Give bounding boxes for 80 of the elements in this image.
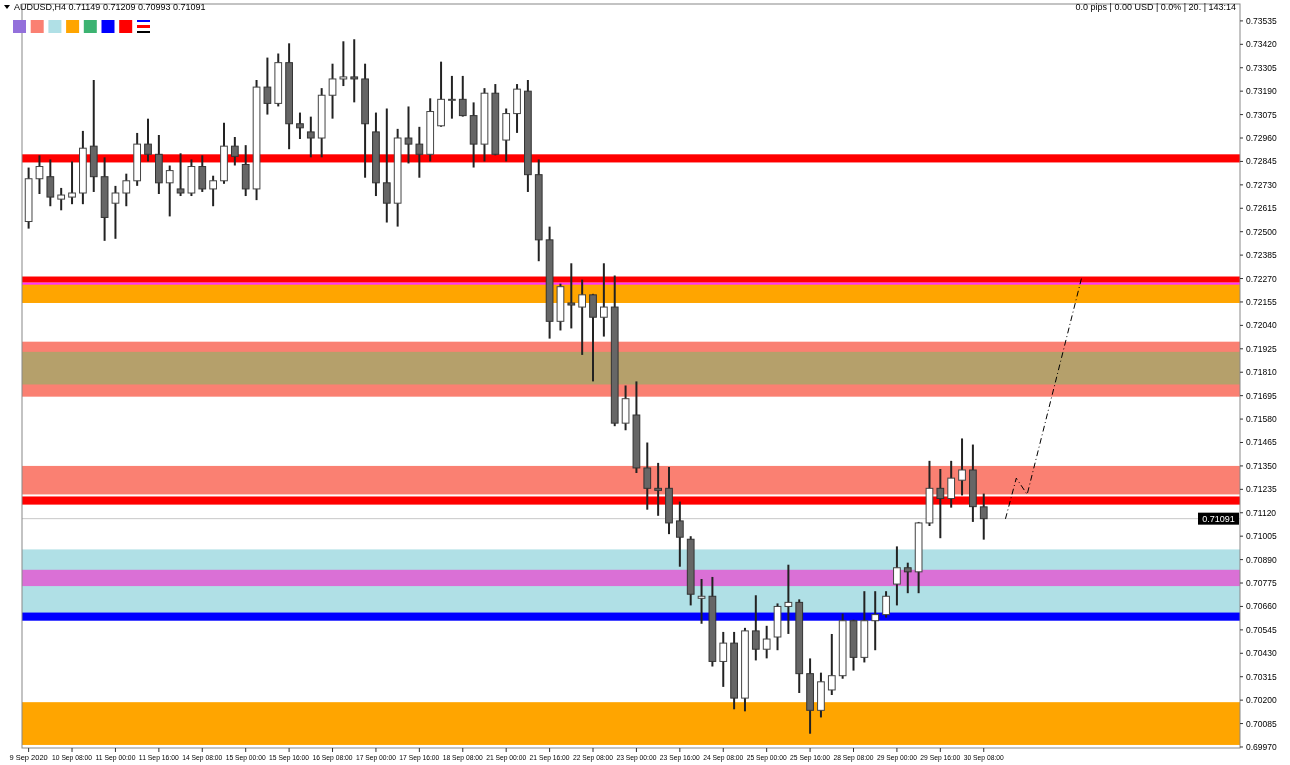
- y-tick-label: 0.72270: [1246, 273, 1277, 284]
- candlestick: [958, 438, 966, 496]
- chart-title: AUDUSD,H4 0.71149 0.71209 0.70993 0.71091: [14, 2, 206, 12]
- candlestick: [903, 562, 912, 594]
- candlestick: [35, 155, 44, 194]
- candlestick: [979, 493, 988, 540]
- candlestick: [871, 591, 880, 651]
- candlestick: [209, 175, 217, 207]
- y-tick-label: 0.71120: [1246, 507, 1277, 518]
- y-tick-label: 0.70315: [1246, 671, 1277, 682]
- candlestick: [306, 116, 315, 158]
- candlestick: [643, 442, 652, 510]
- y-tick-label: 0.71580: [1246, 414, 1277, 425]
- y-tick-label: 0.73535: [1246, 15, 1277, 26]
- y-tick-label: 0.72500: [1246, 226, 1277, 237]
- y-tick-label: 0.71925: [1246, 343, 1277, 354]
- y-tick-label: 0.72155: [1246, 296, 1277, 307]
- candlestick: [589, 293, 597, 382]
- candlestick: [578, 279, 587, 355]
- y-tick-label: 0.70545: [1246, 624, 1277, 635]
- y-tick-label: 0.70200: [1246, 695, 1277, 706]
- candlestick: [415, 126, 424, 178]
- y-tick-label: 0.72385: [1246, 250, 1277, 261]
- candlestick: [697, 578, 706, 624]
- candlestick: [654, 462, 662, 516]
- y-tick-label: 0.71235: [1246, 484, 1277, 495]
- y-tick-label: 0.70430: [1246, 648, 1277, 659]
- y-tick-label: 0.70660: [1246, 601, 1277, 612]
- y-tick-label: 0.70085: [1246, 718, 1277, 729]
- candlestick: [751, 595, 760, 661]
- candlestick: [882, 591, 890, 618]
- y-tick-label: 0.73305: [1246, 62, 1277, 73]
- candlestick: [719, 631, 728, 687]
- candlestick: [784, 564, 793, 634]
- candlestick: [144, 118, 152, 162]
- candlestick: [263, 57, 272, 115]
- candlestick: [947, 460, 956, 508]
- y-tick-label: 0.71810: [1246, 367, 1277, 378]
- candlestick: [68, 161, 76, 205]
- candlestick: [296, 112, 304, 140]
- y-tick-label: 0.72960: [1246, 132, 1277, 143]
- y-tick-label: 0.73420: [1246, 39, 1277, 50]
- annotation: 0.0 pips | 0.00 USD | 0.0% | 20. | 143:14: [1075, 2, 1236, 12]
- candlestick: [893, 546, 901, 606]
- candlestick: [328, 63, 337, 119]
- candlestick: [448, 75, 456, 119]
- candlestick: [827, 633, 836, 696]
- y-tick-label: 0.70775: [1246, 578, 1277, 588]
- y-tick-label: 0.71005: [1246, 531, 1277, 542]
- candlestick: [176, 153, 185, 197]
- y-tick-label: 0.73075: [1246, 109, 1277, 120]
- line-series: [1004, 278, 1082, 520]
- candlestick: [350, 39, 359, 103]
- candlestick: [230, 137, 239, 166]
- candlestick: [339, 41, 348, 87]
- candlestick: [567, 263, 576, 329]
- y-tick-label: 0.72730: [1246, 179, 1277, 190]
- candlestick: [57, 187, 66, 211]
- candlestick: [111, 185, 120, 239]
- candlestick: [198, 155, 207, 192]
- y-tick-label: 0.71695: [1246, 390, 1277, 401]
- candlestick: [404, 106, 413, 164]
- y-tick-label: 0.71465: [1246, 437, 1277, 448]
- candlestick: [382, 108, 391, 223]
- ref-line-label: 0.71091: [1202, 513, 1235, 524]
- y-tick-label: 0.69970: [1246, 741, 1277, 752]
- candlestick: [762, 625, 771, 659]
- candlestick: [122, 173, 131, 207]
- y-tick-label: 0.72040: [1246, 320, 1277, 331]
- y-tick-label: 0.70890: [1246, 554, 1277, 565]
- y-tick-label: 0.73190: [1246, 86, 1277, 97]
- candlestick: [46, 159, 55, 207]
- candlestick: [458, 75, 467, 117]
- y-tick-label: 0.72845: [1246, 156, 1277, 167]
- candlestick: [600, 263, 608, 337]
- y-tick-label: 0.71350: [1246, 460, 1277, 471]
- y-tick-label: 0.72615: [1246, 203, 1277, 214]
- candlestick: [165, 165, 174, 217]
- candlestick: [936, 468, 945, 539]
- candlestick: [675, 501, 684, 567]
